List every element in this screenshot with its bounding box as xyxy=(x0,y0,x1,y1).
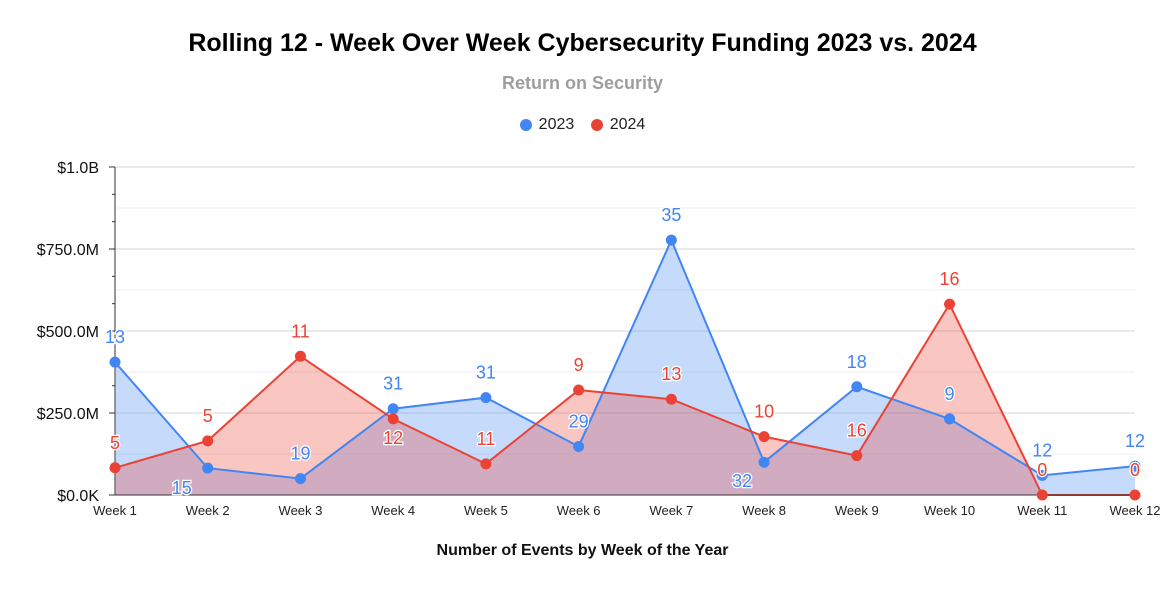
x-tick-label: Week 7 xyxy=(649,503,693,518)
point-2024-3 xyxy=(294,350,306,362)
data-label-2024-6: 9 xyxy=(574,355,584,375)
x-tick-label: Week 10 xyxy=(924,503,975,518)
data-label-2024-4: 12 xyxy=(383,428,403,448)
line-2023 xyxy=(114,237,1136,480)
point-2023-4 xyxy=(387,403,399,415)
point-2024-9 xyxy=(851,450,863,462)
data-label-2024-7: 13 xyxy=(661,364,681,384)
y-tick-label: $500.0M xyxy=(37,324,99,341)
y-tick-label: $0.0K xyxy=(57,488,99,505)
point-2024-1 xyxy=(109,462,121,474)
x-tick-label: Week 2 xyxy=(186,503,230,518)
data-label-2023-12: 12 xyxy=(1125,431,1145,451)
legend-label-2023: 2023 xyxy=(538,116,575,133)
legend-item-2023[interactable]: 2023 xyxy=(519,116,575,134)
data-label-2024-9: 16 xyxy=(847,421,867,441)
point-2024-11 xyxy=(1036,489,1048,501)
point-2024-8 xyxy=(758,431,770,443)
data-label-2024-11: 0 xyxy=(1037,460,1047,480)
data-label-2023-5: 31 xyxy=(476,363,496,383)
x-tick-label: Week 6 xyxy=(557,503,601,518)
point-2024-6 xyxy=(573,384,585,396)
area-2023 xyxy=(115,240,1135,495)
point-2023-12 xyxy=(1129,460,1141,472)
data-label-2023-11: 12 xyxy=(1032,440,1052,460)
point-2024-10 xyxy=(944,298,956,310)
data-label-2023-1: 13 xyxy=(105,327,125,347)
y-tick-label: $250.0M xyxy=(37,406,99,423)
x-tick-label: Week 11 xyxy=(1017,503,1067,518)
y-tick-label: $1.0B xyxy=(57,160,99,177)
legend-marker-2023 xyxy=(519,119,532,131)
point-2024-2 xyxy=(202,435,214,447)
point-2023-8 xyxy=(758,456,770,468)
x-tick-label: Week 9 xyxy=(835,503,879,518)
data-label-2024-3: 11 xyxy=(291,321,310,341)
y-tick-label: $750.0M xyxy=(37,242,99,259)
data-label-2024-12: 0 xyxy=(1130,460,1140,480)
data-label-2023-4: 31 xyxy=(383,374,403,394)
data-label-2023-6: 29 xyxy=(569,411,589,431)
point-2023-10 xyxy=(944,413,956,425)
data-label-2023-3: 19 xyxy=(290,444,310,464)
x-tick-label: Week 8 xyxy=(742,503,786,518)
point-2024-5 xyxy=(480,458,492,470)
x-tick-label: Week 1 xyxy=(93,503,137,518)
data-label-2023-7: 35 xyxy=(661,205,681,225)
data-label-2024-10: 16 xyxy=(940,269,960,289)
legend-item-2024[interactable]: 2024 xyxy=(590,116,646,134)
x-tick-label: Week 3 xyxy=(279,503,323,518)
data-label-2023-8: 32 xyxy=(732,471,752,491)
point-2023-7 xyxy=(665,234,677,246)
point-2023-9 xyxy=(851,381,863,393)
data-label-2024-1: 5 xyxy=(110,433,120,453)
area-2024 xyxy=(115,304,1135,495)
point-2023-2 xyxy=(202,462,214,474)
line-2024 xyxy=(114,302,1135,496)
data-label-2024-2: 5 xyxy=(203,406,213,426)
data-label-2023-2: 15 xyxy=(172,478,192,498)
x-tick-label: Week 5 xyxy=(464,503,508,518)
point-2024-4 xyxy=(387,413,399,425)
point-2023-3 xyxy=(294,473,306,485)
point-2023-6 xyxy=(573,440,585,452)
x-axis-title: Number of Events by Week of the Year xyxy=(436,542,729,559)
point-2024-7 xyxy=(665,393,677,405)
data-label-2024-5: 11 xyxy=(477,429,496,449)
point-2024-12 xyxy=(1129,489,1141,501)
x-tick-label: Week 4 xyxy=(371,503,415,518)
chart-subtitle: Return on Security xyxy=(501,73,664,93)
legend-marker-2024 xyxy=(590,119,603,131)
point-2023-11 xyxy=(1036,469,1048,481)
legend: 2023 2024 xyxy=(0,116,1165,136)
data-label-2024-8: 10 xyxy=(754,402,774,422)
data-label-2023-9: 18 xyxy=(847,352,867,372)
point-2023-5 xyxy=(480,392,492,404)
legend-label-2024: 2024 xyxy=(609,116,646,133)
data-label-2023-10: 9 xyxy=(945,384,955,404)
x-tick-label: Week 12 xyxy=(1109,503,1160,518)
point-2023-1 xyxy=(109,356,121,368)
chart-title: Rolling 12 - Week Over Week Cybersecurit… xyxy=(188,29,977,57)
